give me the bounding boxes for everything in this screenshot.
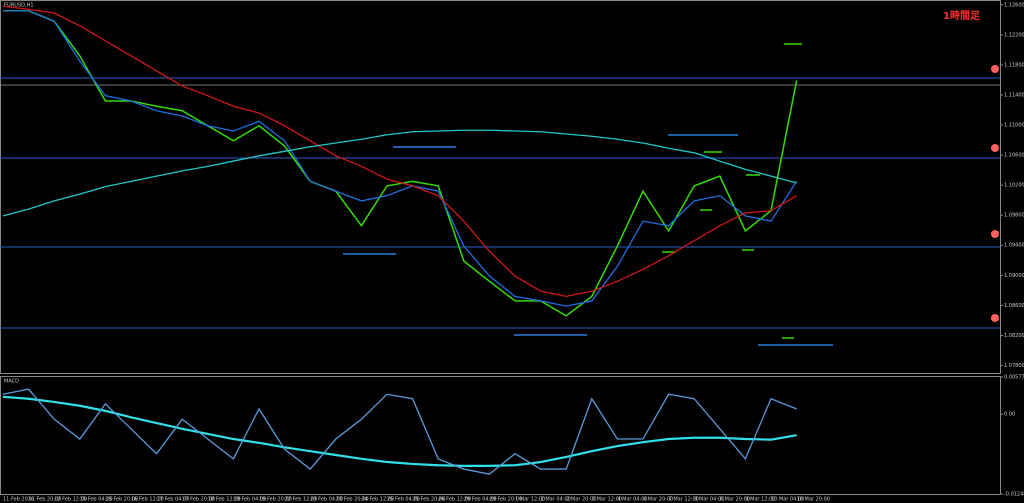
x-tick-label: 25 Feb 04:00 xyxy=(387,497,420,503)
macd-title: MACD xyxy=(4,379,19,385)
x-tick-label: 26 Feb 12:00 xyxy=(438,497,471,503)
x-tick-label: 7 Mar 12:00 xyxy=(669,497,699,503)
x-tick-label: 23 Feb 20:00 xyxy=(336,497,369,503)
x-tick-label: 22 Feb 12:00 xyxy=(285,497,318,503)
x-tick-label: 16 Feb 12:00 xyxy=(131,497,164,503)
x-tick-label: 10 Mar 04:00 xyxy=(771,497,804,503)
x-tick-label: 19 Feb 04:00 xyxy=(233,497,266,503)
marker xyxy=(991,65,999,73)
x-tick-label: 15 Feb 20:00 xyxy=(105,497,138,503)
x-tick-label: 3 Mar 12:00 xyxy=(592,497,622,503)
y-tick-label: 0.00 xyxy=(1004,412,1015,418)
x-tick-label: 1 Mar 12:00 xyxy=(515,497,545,503)
x-tick-label: 17 Feb 04:00 xyxy=(157,497,190,503)
x-tick-label: 11 Feb 20:00 xyxy=(29,497,62,503)
x-tick-label: 2 Mar 20:00 xyxy=(566,497,596,503)
series-line xyxy=(2,395,797,467)
circle-markers xyxy=(991,65,999,322)
x-tick-label: 2 Mar 04:00 xyxy=(541,497,571,503)
marker xyxy=(991,230,999,238)
y-tick-label: 1.09000 xyxy=(1004,273,1024,279)
y-tick-label: 1.10200 xyxy=(1004,183,1024,189)
x-tick-label: 29 Feb 04:00 xyxy=(464,497,497,503)
y-tick-label: 1.12600 xyxy=(1004,2,1024,8)
y-tick-label: 1.09800 xyxy=(1004,213,1024,219)
y-tick-label: 1.08600 xyxy=(1004,303,1024,309)
chart-title: EURUSD,H1 xyxy=(4,3,34,9)
y-tick-label: 1.09400 xyxy=(1004,243,1024,249)
series-line xyxy=(2,5,797,298)
y-tick-label: -0.012486 xyxy=(1004,492,1024,498)
series-line xyxy=(2,129,797,217)
x-tick-label: 23 Feb 04:00 xyxy=(310,497,343,503)
x-tick-label: 15 Feb 04:00 xyxy=(80,497,113,503)
y-tick-label: 1.12200 xyxy=(1004,32,1024,38)
x-tick-label: 29 Feb 20:00 xyxy=(489,497,522,503)
series-line xyxy=(3,10,798,307)
marker xyxy=(991,314,999,322)
annotation: 1時間足 xyxy=(943,9,981,22)
macd-frame xyxy=(0,376,1001,495)
y-tick-label: 0.005775 xyxy=(1004,375,1024,381)
x-tick-label: 4 Mar 04:00 xyxy=(617,497,647,503)
level-segments xyxy=(343,43,833,346)
marker xyxy=(991,144,999,152)
x-tick-label: 25 Feb 20:00 xyxy=(413,497,446,503)
y-tick-label: 1.08200 xyxy=(1004,333,1024,339)
y-tick-label: 1.11400 xyxy=(1004,92,1024,98)
x-tick-label: 18 Feb 12:00 xyxy=(208,497,241,503)
price-frame xyxy=(0,0,1001,374)
y-tick-label: 1.10600 xyxy=(1004,153,1024,159)
x-tick-label: 10 Mar 20:00 xyxy=(797,497,830,503)
x-tick-label: 17 Feb 20:00 xyxy=(182,497,215,503)
x-tick-label: 12 Feb 12:00 xyxy=(54,497,87,503)
x-tick-label: 24 Feb 12:00 xyxy=(361,497,394,503)
y-tick-label: 1.11000 xyxy=(1004,123,1024,129)
x-tick-label: 19 Feb 20:00 xyxy=(259,497,292,503)
x-tick-label: 9 Mar 12:00 xyxy=(745,497,775,503)
x-tick-label: 4 Mar 20:00 xyxy=(643,497,673,503)
x-tick-label: 11 Feb 2016 xyxy=(3,497,34,503)
x-tick-label: 8 Mar 20:00 xyxy=(720,497,750,503)
x-tick-label: 8 Mar 04:00 xyxy=(694,497,724,503)
series-line xyxy=(2,388,797,475)
y-tick-label: 1.07800 xyxy=(1004,363,1024,369)
y-tick-label: 1.11800 xyxy=(1004,62,1024,68)
